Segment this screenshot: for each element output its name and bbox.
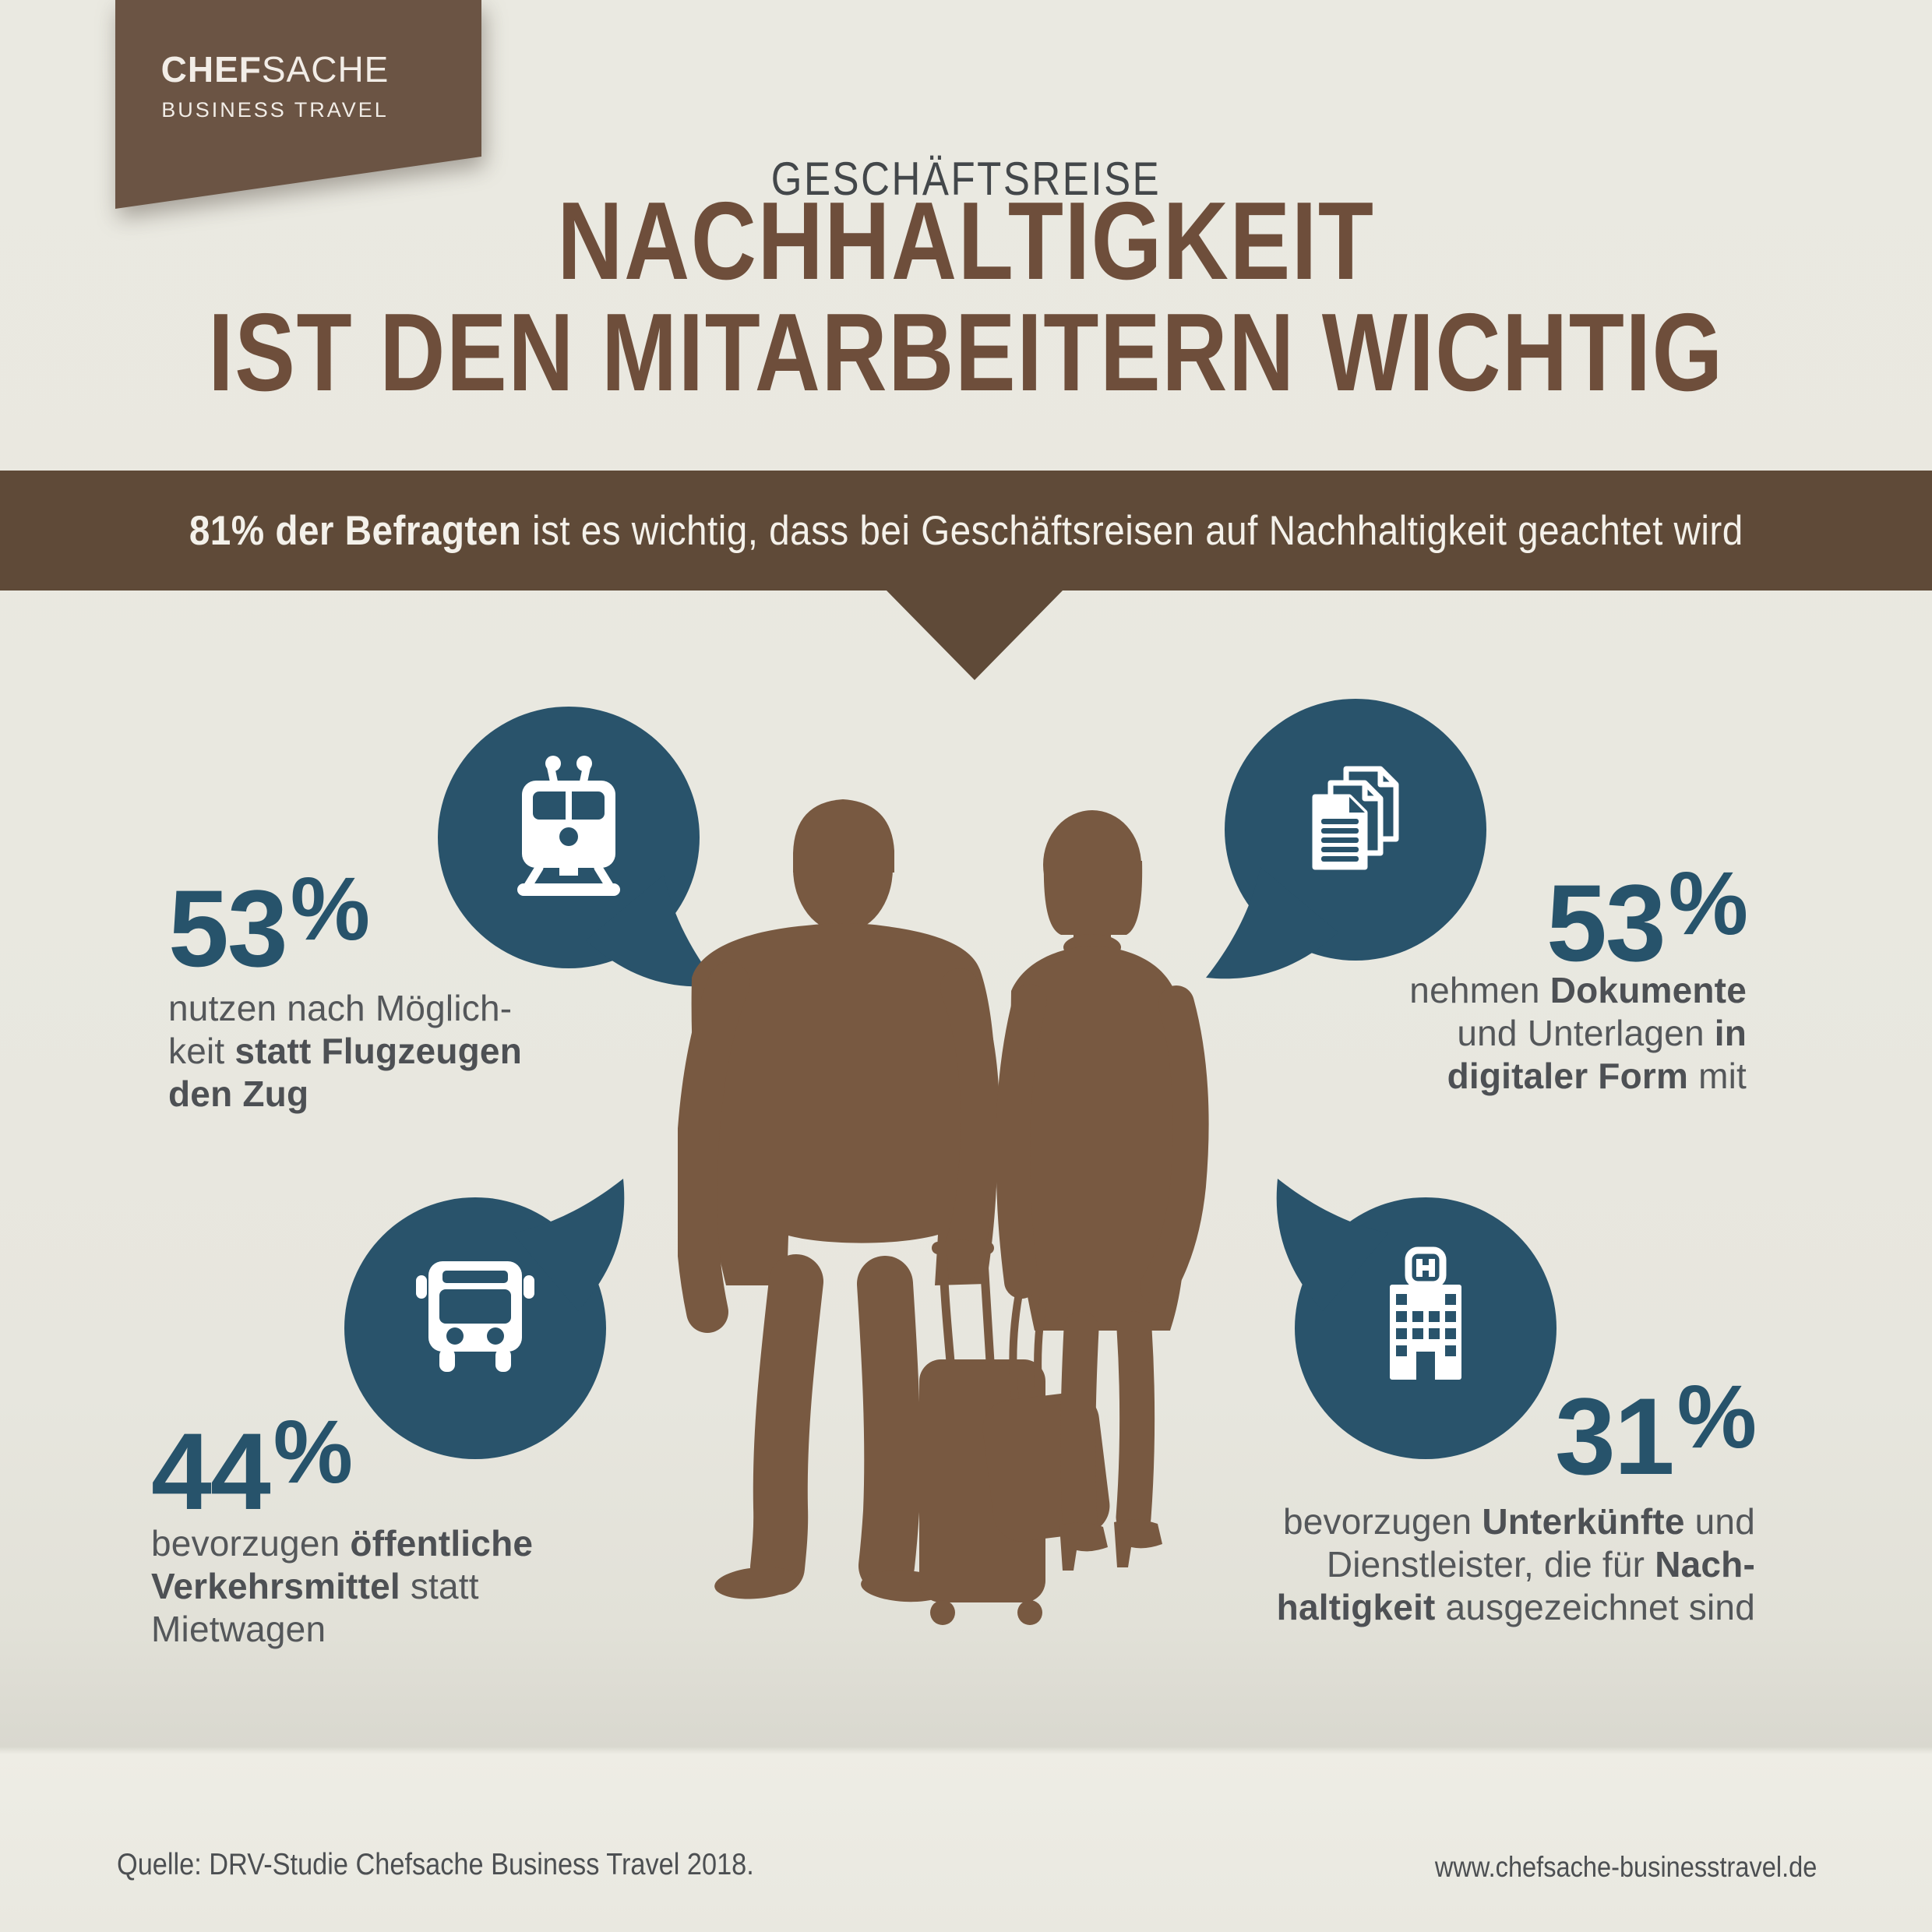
stat-documents-value: 53% — [1546, 859, 1748, 978]
bubble-tail — [586, 875, 718, 987]
hotel-icon — [1390, 1246, 1461, 1380]
logo-badge: CHEFSACHE BUSINESS TRAVEL — [115, 0, 481, 209]
stat-train-text: nutzen nach Möglich- keit statt Flugzeug… — [168, 988, 523, 1114]
stat-bus-text: bevorzugen öffentliche Verkehrsmittel st… — [151, 1523, 534, 1649]
stat-bus-number: 44 — [151, 1410, 271, 1532]
woman-silhouette — [982, 810, 1209, 1571]
logo-badge-shape: CHEFSACHE BUSINESS TRAVEL — [115, 0, 481, 209]
documents-icon — [1312, 766, 1399, 870]
stat-documents-text: nehmen Dokumente und Unterlagen in digit… — [1409, 970, 1747, 1096]
stat-train-value: 53% — [168, 865, 370, 983]
page-title-line-2: IST DEN MITARBEITERN WICHTIG — [208, 291, 1724, 414]
page-title-line-1: NACHHALTIGKEIT — [557, 179, 1375, 303]
stat-hotel-value: 31% — [1555, 1373, 1757, 1491]
stat-documents-percent-sign: % — [1668, 854, 1748, 954]
logo-brand: CHEFSACHE — [115, 48, 435, 90]
stat-documents-number: 53 — [1546, 862, 1666, 984]
stat-train-number: 53 — [168, 867, 288, 989]
bus-icon — [416, 1261, 534, 1372]
kicker-geschaeftsreise: GESCHÄFTSREISE — [770, 153, 1162, 205]
logo-subtitle: BUSINESS TRAVEL — [161, 98, 389, 122]
key-stat-banner-text: 81% der Befragten ist es wichtig, dass b… — [189, 507, 1743, 554]
bubble-tail — [513, 1179, 625, 1311]
stat-hotel-number: 31 — [1555, 1375, 1675, 1497]
logo-brand-bold: CHEF — [160, 49, 262, 90]
logo-brand-rest: SACHE — [261, 49, 390, 90]
key-stat-banner: 81% der Befragten ist es wichtig, dass b… — [0, 471, 1932, 591]
stat-hotel-text: bevorzugen Unterkünfte und Dienstleister… — [1276, 1501, 1755, 1627]
stat-hotel-percent-sign: % — [1676, 1367, 1757, 1467]
speech-bubble-documents — [1206, 699, 1486, 979]
source-note: Quelle: DRV-Studie Chefsache Business Tr… — [117, 1848, 754, 1881]
man-silhouette — [678, 799, 1000, 1602]
banner-pointer-triangle — [886, 590, 1063, 680]
stat-bus-value: 44% — [151, 1408, 353, 1526]
stat-train-percent-sign: % — [290, 859, 370, 959]
bubble-tail — [1206, 867, 1338, 979]
speech-bubble-train — [438, 707, 718, 987]
speech-bubble-hotel — [1276, 1179, 1557, 1459]
speech-bubble-bus — [344, 1179, 625, 1459]
stat-bus-percent-sign: % — [273, 1402, 353, 1502]
bubble-tail — [1276, 1179, 1388, 1311]
website-link[interactable]: www.chefsache-businesstravel.de — [1434, 1851, 1817, 1883]
travelers-silhouette — [678, 799, 1209, 1625]
train-icon — [517, 756, 620, 896]
